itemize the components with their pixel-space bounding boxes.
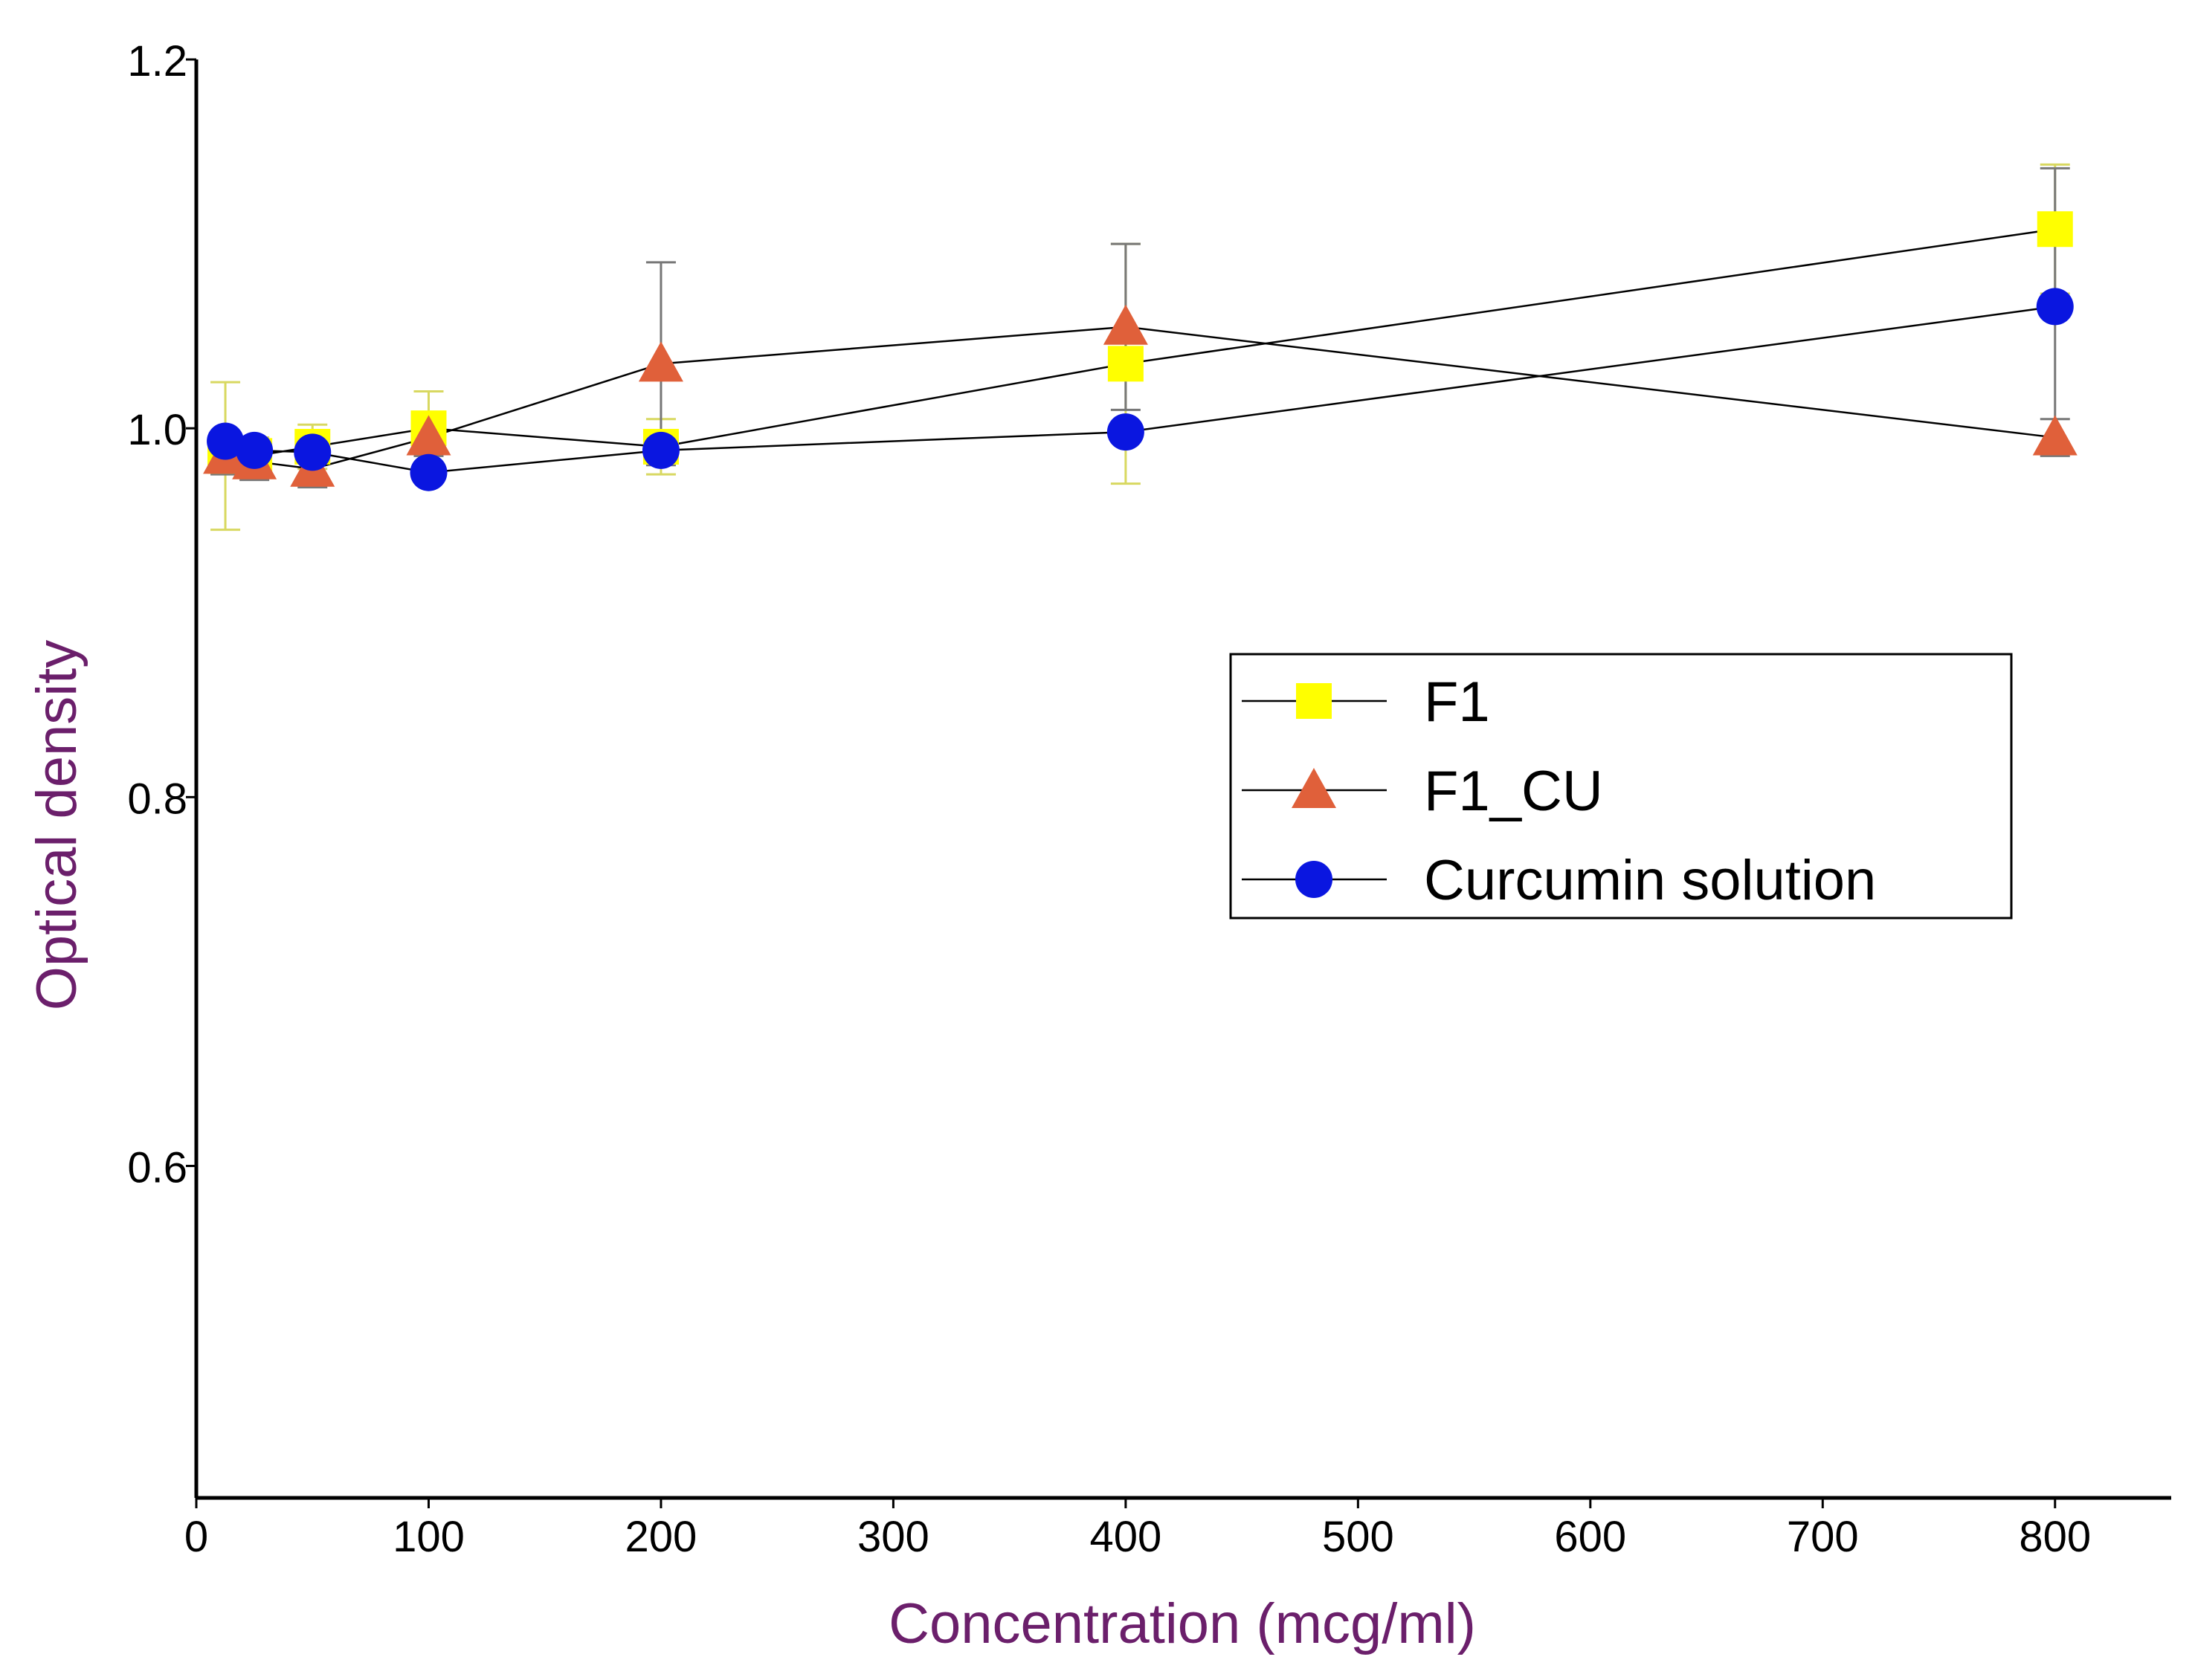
data-point bbox=[236, 431, 274, 469]
legend-label: F1 bbox=[1424, 671, 1490, 734]
data-point bbox=[642, 431, 680, 469]
legend-marker bbox=[1295, 861, 1332, 898]
data-point bbox=[410, 453, 448, 491]
data-point bbox=[638, 341, 683, 382]
series-markers bbox=[203, 211, 2078, 491]
data-point bbox=[406, 415, 451, 456]
axes: 0 100 200 300 400 500 600 700 800 0.6 0.8 1.0 1.2 bbox=[127, 37, 2171, 1561]
data-point bbox=[207, 422, 245, 460]
legend-marker bbox=[1296, 683, 1332, 719]
data-point bbox=[294, 433, 332, 471]
data-point bbox=[1106, 413, 1144, 451]
legend-marker bbox=[1292, 768, 1336, 808]
x-tick-label: 600 bbox=[1554, 1513, 1626, 1561]
y-tick-label: 0.6 bbox=[127, 1143, 187, 1192]
x-tick-label: 500 bbox=[1322, 1513, 1394, 1561]
x-tick-label: 100 bbox=[393, 1513, 465, 1561]
x-axis-title: Concentration (mcg/ml) bbox=[889, 1592, 1476, 1655]
data-point bbox=[2032, 415, 2078, 456]
y-tick-label: 1.0 bbox=[127, 406, 187, 454]
legend: F1 F1_CU Curcumin solution bbox=[1229, 653, 2013, 920]
x-tick-label: 700 bbox=[1787, 1513, 1859, 1561]
x-tick-label: 0 bbox=[184, 1513, 208, 1561]
y-axis-title: Optical density bbox=[25, 640, 88, 1010]
y-tick-label: 1.2 bbox=[127, 37, 187, 85]
data-point bbox=[2037, 211, 2073, 248]
data-point bbox=[1103, 304, 1148, 345]
legend-label: Curcumin solution bbox=[1424, 849, 1876, 912]
x-tick-label: 800 bbox=[2019, 1513, 2091, 1561]
x-tick-label: 200 bbox=[625, 1513, 697, 1561]
y-tick-label: 0.8 bbox=[127, 775, 187, 823]
data-point bbox=[2036, 288, 2074, 326]
x-tick-label: 400 bbox=[1089, 1513, 1161, 1561]
x-tick-label: 300 bbox=[857, 1513, 929, 1561]
legend-label: F1_CU bbox=[1424, 760, 1603, 823]
legend-box bbox=[1229, 653, 2013, 920]
data-point bbox=[1107, 346, 1144, 382]
